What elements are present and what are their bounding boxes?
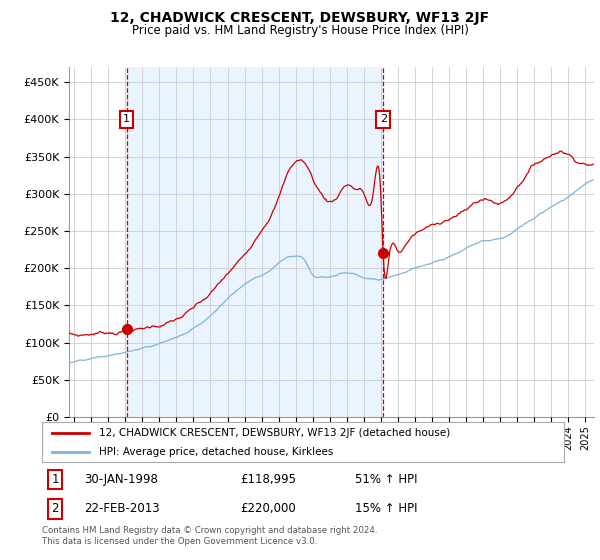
Text: £118,995: £118,995 bbox=[241, 473, 296, 486]
Text: 12, CHADWICK CRESCENT, DEWSBURY, WF13 2JF: 12, CHADWICK CRESCENT, DEWSBURY, WF13 2J… bbox=[110, 11, 490, 25]
Text: 2: 2 bbox=[380, 114, 387, 124]
Text: 2: 2 bbox=[52, 502, 59, 515]
Text: 1: 1 bbox=[123, 114, 130, 124]
Text: HPI: Average price, detached house, Kirklees: HPI: Average price, detached house, Kirk… bbox=[100, 447, 334, 457]
Text: Contains HM Land Registry data © Crown copyright and database right 2024.
This d: Contains HM Land Registry data © Crown c… bbox=[42, 526, 377, 546]
Text: 30-JAN-1998: 30-JAN-1998 bbox=[84, 473, 158, 486]
Bar bbox=[127, 67, 383, 417]
Text: 12, CHADWICK CRESCENT, DEWSBURY, WF13 2JF (detached house): 12, CHADWICK CRESCENT, DEWSBURY, WF13 2J… bbox=[100, 428, 451, 438]
Text: £220,000: £220,000 bbox=[241, 502, 296, 515]
Text: 1: 1 bbox=[52, 473, 59, 486]
Text: 51% ↑ HPI: 51% ↑ HPI bbox=[355, 473, 418, 486]
Text: 15% ↑ HPI: 15% ↑ HPI bbox=[355, 502, 418, 515]
Text: 22-FEB-2013: 22-FEB-2013 bbox=[84, 502, 160, 515]
Text: Price paid vs. HM Land Registry's House Price Index (HPI): Price paid vs. HM Land Registry's House … bbox=[131, 24, 469, 36]
